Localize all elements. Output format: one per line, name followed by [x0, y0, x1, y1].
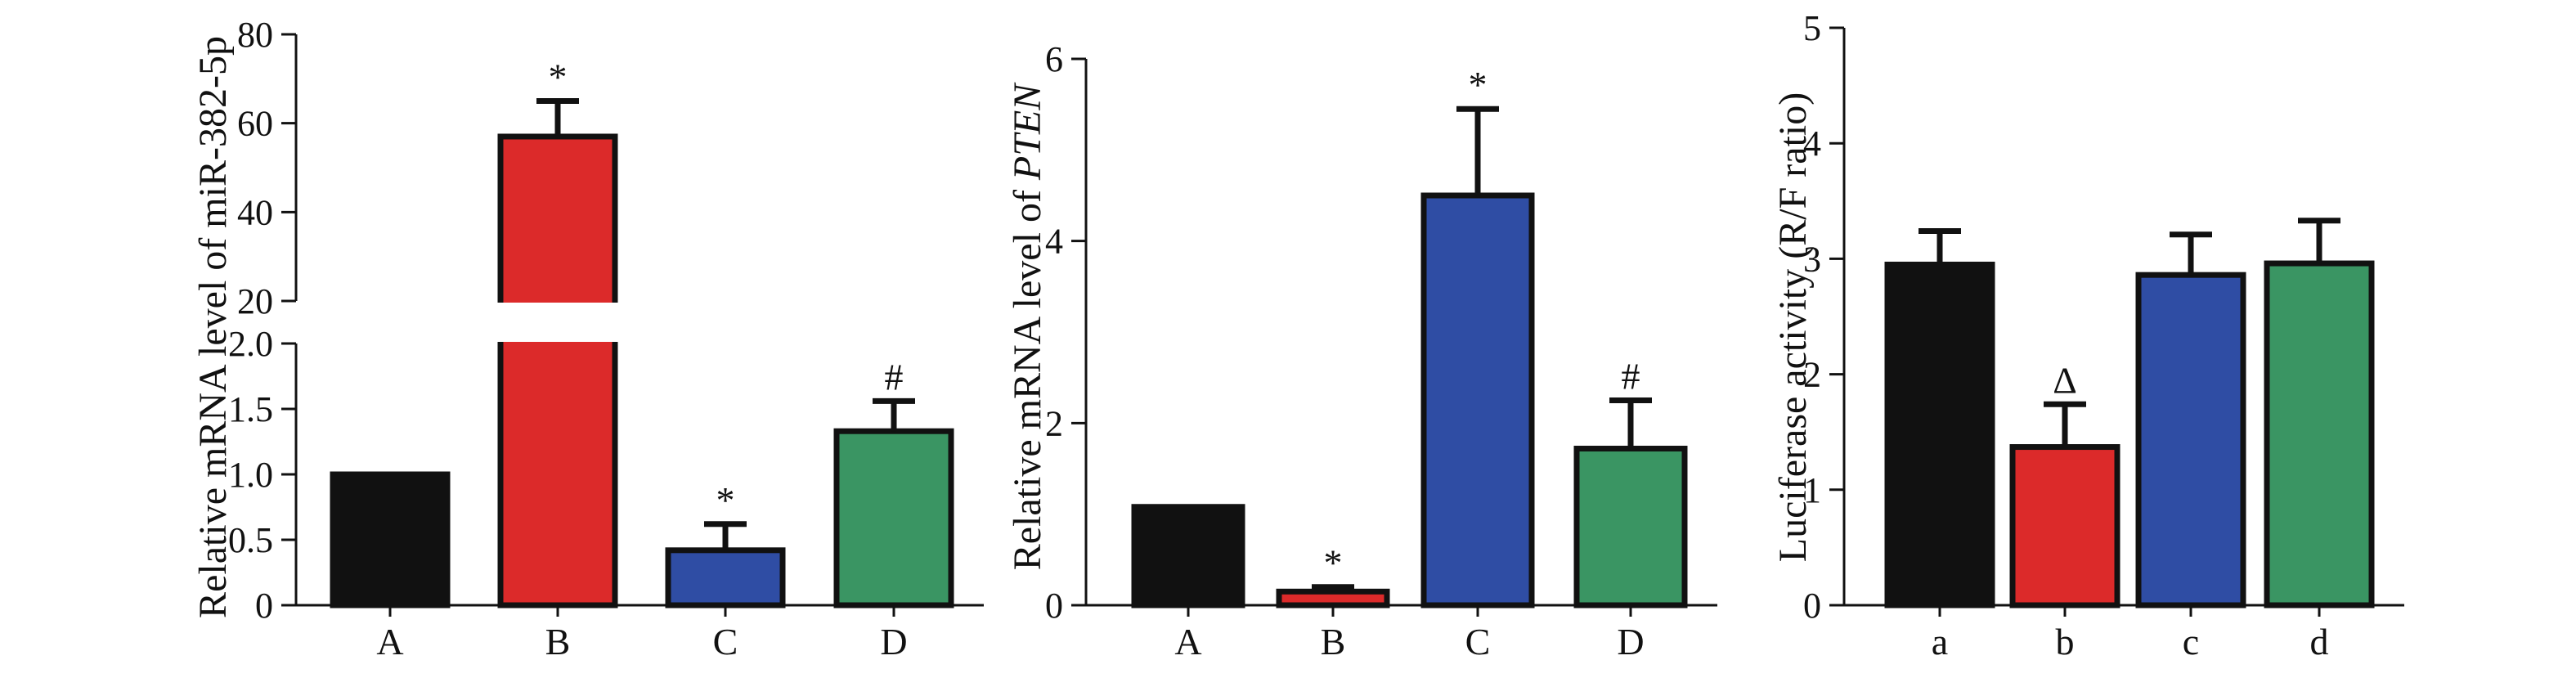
- y-tick-label: 1.5: [228, 389, 273, 429]
- y-tick-label: 0: [255, 586, 273, 626]
- bar: [1884, 261, 1995, 608]
- significance-label: *: [716, 479, 735, 521]
- bar: [2009, 444, 2120, 608]
- bar: [2135, 272, 2246, 608]
- bar: [1131, 504, 1245, 608]
- y-tick-label: 6: [1045, 39, 1063, 79]
- y-tick-label: 4: [1803, 123, 1821, 164]
- bar: [1420, 192, 1535, 608]
- x-tick-label: B: [1321, 621, 1346, 662]
- bar: [330, 471, 451, 608]
- bar: [665, 547, 786, 608]
- axis-break-gap: [494, 303, 622, 342]
- panel-1-bars: * * #: [330, 56, 954, 608]
- y-tick-label: 4: [1045, 222, 1063, 262]
- bar: [497, 133, 618, 608]
- significance-label: *: [549, 56, 568, 98]
- x-tick-label: A: [1174, 621, 1201, 662]
- y-tick-label: 40: [237, 192, 273, 232]
- significance-label: *: [1469, 64, 1488, 106]
- bar: [1276, 588, 1390, 608]
- panel-3-chart: Luciferase activity (R/F ratio) 0 1 2 3 4 5 a b…: [1771, 8, 2404, 662]
- y-tick-label: 60: [237, 104, 273, 144]
- y-tick-label: 5: [1803, 8, 1821, 48]
- panel-3-y-axis-label: Luciferase activity (R/F ratio): [1771, 92, 1815, 562]
- x-tick-label: a: [1932, 621, 1948, 662]
- x-tick-label: C: [713, 621, 738, 662]
- x-tick-label: d: [2310, 621, 2329, 662]
- panel-1-axes: 0 0.5 1.0 1.5 2.020 40 60 80 A B C D: [228, 15, 984, 662]
- panel-2-y-axis-label-text: Relative mRNA level of: [1006, 190, 1049, 570]
- x-tick-label: B: [545, 621, 571, 662]
- y-tick-label: 0: [1803, 586, 1821, 626]
- y-tick-label: 2: [1803, 355, 1821, 395]
- bar: [833, 428, 954, 608]
- significance-label: *: [1324, 542, 1343, 584]
- x-tick-label: D: [1617, 621, 1644, 662]
- panel-2-y-axis-label: Relative mRNA level of PTEN: [1006, 82, 1049, 571]
- panel-2-y-axis-label-gene: PTEN: [1006, 82, 1049, 181]
- panel-1-y-axis-label: Relative mRNA level of miR-382-5p: [191, 36, 235, 618]
- x-tick-label: D: [880, 621, 907, 662]
- significance-label: Δ: [2053, 359, 2077, 401]
- x-tick-label: C: [1465, 621, 1491, 662]
- y-tick-label: 1: [1803, 470, 1821, 510]
- y-tick-label: 80: [237, 15, 273, 55]
- x-tick-label: b: [2056, 621, 2075, 662]
- y-tick-label: 0: [1045, 586, 1063, 626]
- y-tick-label: 2: [1045, 403, 1063, 443]
- significance-label: #: [1622, 356, 1640, 397]
- panel-1-chart: Relative mRNA level of miR-382-5p 0 0.5 1.…: [191, 15, 984, 662]
- panel-3-bars: Δ: [1884, 218, 2375, 608]
- y-tick-label: 20: [237, 281, 273, 321]
- significance-label: #: [885, 356, 904, 397]
- y-tick-label: 0.5: [228, 520, 273, 560]
- x-tick-label: c: [2183, 621, 2199, 662]
- panel-2-bars: * * #: [1131, 64, 1688, 608]
- panel-2-chart: Relative mRNA level of PTEN 0 2 4 6 A B C D * * #: [1006, 39, 1717, 662]
- bar: [1573, 446, 1688, 608]
- y-tick-label: 2.0: [228, 324, 273, 364]
- bar: [2264, 260, 2375, 608]
- y-tick-label: 1.0: [228, 455, 273, 495]
- x-tick-label: A: [376, 621, 403, 662]
- y-tick-label: 3: [1803, 239, 1821, 279]
